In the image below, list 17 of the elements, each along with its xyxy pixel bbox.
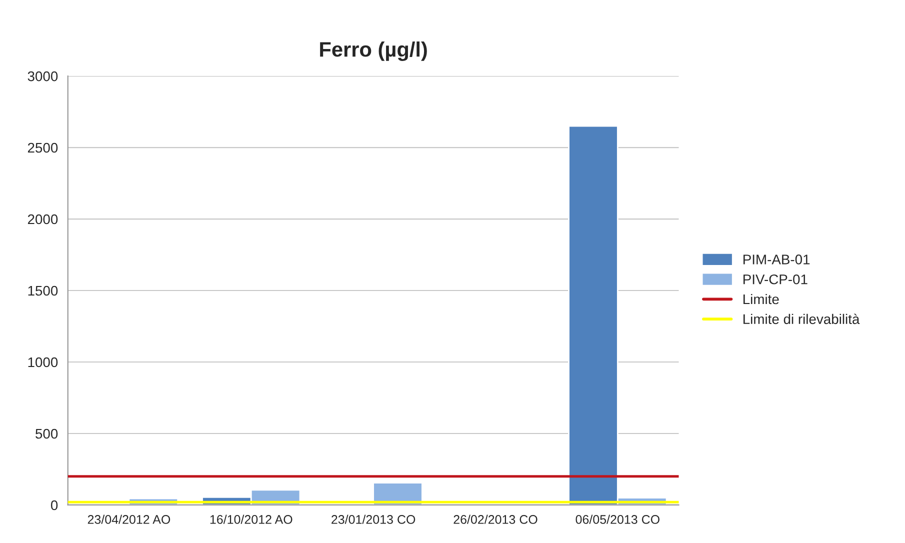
y-tick-label: 3000 — [28, 71, 58, 82]
legend-label: PIV-CP-01 — [743, 274, 808, 284]
x-tick-label: 23/04/2012 AO — [88, 514, 170, 524]
legend-label: PIM-AB-01 — [743, 254, 810, 264]
x-tick-label: 16/10/2012 AO — [210, 514, 292, 524]
y-tick-label: 2500 — [28, 142, 58, 153]
y-tick-label: 0 — [50, 500, 58, 510]
x-tick-label: 06/05/2013 CO — [576, 514, 660, 524]
y-tick-label: 500 — [36, 428, 58, 439]
x-tick-label: 23/01/2013 CO — [332, 514, 416, 524]
chart-title: Ferro (µg/l) — [320, 41, 427, 61]
legend-label: Limite di rilevabilità — [743, 314, 860, 324]
y-tick-label: 2000 — [28, 214, 58, 224]
legend-label: Limite — [743, 294, 779, 304]
y-tick-label: 1000 — [28, 357, 58, 368]
x-tick-label: 26/02/2013 CO — [454, 514, 538, 524]
y-tick-label: 1500 — [28, 286, 58, 296]
